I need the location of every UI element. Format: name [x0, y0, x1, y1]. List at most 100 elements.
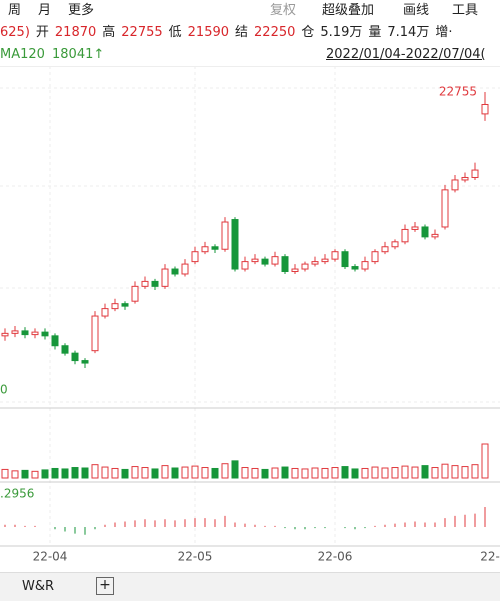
axis-fragment: 0 — [0, 383, 8, 397]
volume-bar — [161, 465, 169, 479]
volume-bar — [171, 467, 179, 479]
volume-bar — [91, 464, 99, 479]
candle-body — [221, 221, 229, 250]
volume-bar — [331, 467, 339, 479]
indicator-row: MA120 18041↑ 2022/01/04-2022/07/04( — [0, 44, 500, 66]
add-tab[interactable]: + — [96, 577, 114, 595]
quote-row: 625) 开 21870 高 22755 低 21590 结 22250 仓 5.19万量 7.14… — [0, 22, 500, 44]
quote-label: 仓 — [301, 25, 315, 40]
x-label: 22-06 — [318, 550, 353, 564]
volume-bar — [341, 466, 349, 479]
volume-bar — [411, 466, 419, 479]
date-range[interactable]: 2022/01/04-2022/07/04( — [326, 47, 486, 62]
candle-body — [381, 246, 389, 253]
volume-bar — [201, 467, 209, 479]
volume-bar — [211, 467, 219, 479]
volume-bar — [381, 467, 389, 479]
quote-fragment: 625) — [0, 25, 30, 40]
candle-body — [161, 268, 169, 287]
more[interactable]: 更多 — [68, 3, 95, 18]
volume-bar — [61, 468, 69, 479]
quote-value: 21870 — [54, 25, 97, 40]
candle-body — [191, 251, 199, 263]
candle-body — [71, 352, 79, 362]
volume-bar — [291, 467, 299, 479]
volume-bar — [251, 467, 259, 479]
volume-bar — [191, 465, 199, 479]
candle-body — [351, 266, 359, 270]
candle-body — [371, 251, 379, 263]
candle-body — [401, 228, 409, 243]
volume-bar — [51, 467, 59, 479]
volume-bar — [351, 468, 359, 479]
candle-body — [341, 251, 349, 268]
candle-body — [151, 280, 159, 287]
candle-body — [241, 261, 249, 270]
volume-bar — [221, 463, 229, 479]
candle-body — [171, 268, 179, 275]
volume-bar — [141, 467, 149, 479]
volume-bar — [281, 466, 289, 479]
volume-bar — [441, 463, 449, 479]
draw[interactable]: 画线 — [403, 3, 430, 18]
volume-bar — [271, 467, 279, 479]
candle-body — [481, 103, 489, 115]
candle-body — [391, 241, 399, 248]
candle-body — [211, 246, 219, 250]
volume-bar — [431, 467, 439, 479]
volume-bar — [231, 460, 239, 479]
candle-body — [61, 345, 69, 354]
quote-value: 22250 — [254, 25, 296, 40]
quote-label: 高 — [102, 25, 116, 40]
quote-label: 低 — [168, 25, 182, 40]
volume-bar — [111, 467, 119, 479]
candle-body — [311, 261, 319, 265]
quote-value: 22755 — [121, 25, 163, 40]
candle-body — [301, 263, 309, 270]
tab-wr[interactable]: W&R — [22, 579, 55, 594]
ma-name: MA120 — [0, 47, 45, 62]
volume-bar — [481, 443, 489, 479]
quote-value: 5.19万 — [320, 25, 363, 40]
volume-bar — [81, 467, 89, 479]
candle-body — [31, 331, 39, 336]
volume-bar — [181, 466, 189, 479]
candle-body — [41, 331, 49, 337]
candle-body — [231, 219, 239, 270]
x-label: 22-05 — [178, 550, 213, 564]
tab-week[interactable]: 周 — [8, 3, 22, 18]
volume-bar — [371, 466, 379, 479]
quote-value: 21590 — [187, 25, 230, 40]
volume-bar — [121, 468, 129, 479]
adjust[interactable]: 复权 — [270, 3, 297, 18]
overlay[interactable]: 超级叠加 — [322, 3, 375, 18]
candle-body — [451, 179, 459, 191]
grid — [0, 66, 500, 546]
tab-month[interactable]: 月 — [38, 3, 52, 18]
candle-body — [111, 303, 119, 310]
volume-bar — [461, 466, 469, 479]
volume-bar — [361, 467, 369, 479]
volume-bar — [21, 469, 29, 479]
volume-bar — [41, 469, 49, 479]
toolbar: 周 月 更多 复权 超级叠加 画线 工具 — [0, 0, 500, 22]
candle-body — [101, 308, 109, 317]
tools[interactable]: 工具 — [452, 3, 479, 18]
candle-body — [251, 258, 259, 263]
candle-body — [181, 263, 189, 275]
candle-body — [201, 246, 209, 253]
volume-bar — [11, 470, 19, 479]
quote-value: 7.14万 — [387, 25, 430, 40]
candle-body — [321, 258, 329, 263]
quote-label: 量 — [368, 25, 382, 40]
tab-bar: W&R + — [0, 572, 500, 601]
volume-bar — [101, 466, 109, 479]
candle-body — [361, 261, 369, 270]
candle-body — [131, 285, 139, 302]
candle-body — [141, 280, 149, 287]
x-label: 22-04 — [33, 550, 68, 564]
volume-bar — [71, 467, 79, 479]
quote-tail: 增· — [435, 25, 453, 40]
candle-body — [291, 268, 299, 273]
volume-bar — [391, 467, 399, 479]
